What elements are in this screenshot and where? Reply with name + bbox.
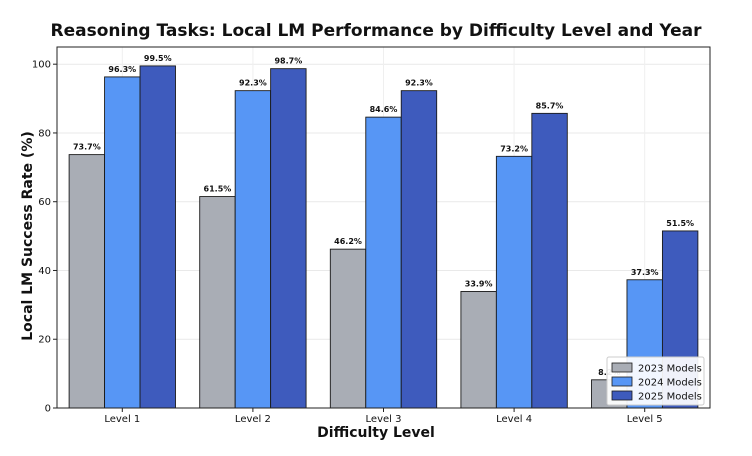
data-label: 46.2% [334,237,362,246]
bar [495,155,533,409]
bar [139,65,176,409]
y-tick-label: 0 [45,404,51,415]
data-label: 98.7% [274,57,302,66]
legend-entry: 2023 Models [638,364,702,375]
x-tick-label: Level 5 [627,414,663,425]
bar [104,76,141,409]
y-axis-label: Local LM Success Rate (%) [20,131,36,340]
data-label: 84.6% [370,105,398,114]
data-label: 37.3% [631,268,659,277]
bar [460,290,497,409]
data-label: 99.5% [144,54,172,63]
bar [234,90,272,409]
bar [329,248,367,409]
data-label: 73.7% [73,143,101,152]
data-labels-group: 73.7%61.5%46.2%33.9%8.2%96.3%92.3%84.6%7… [73,54,694,377]
axes-group: 0 20 40 60 80 100 Level 1 Level 2 Level 3 Level 4… [32,60,663,425]
bar [68,154,106,409]
x-tick-label: Level 4 [496,414,532,425]
legend-swatch [611,362,633,373]
y-tick-label: 80 [38,128,51,139]
data-label: 92.3% [405,79,433,88]
data-label: 33.9% [465,279,493,288]
chart-title: Reasoning Tasks: Local LM Performance by… [51,21,703,41]
data-label: 92.3% [239,79,267,88]
bar [270,68,307,409]
y-tick-label: 40 [38,266,51,277]
legend-swatch [611,376,633,387]
data-label: 61.5% [204,185,232,194]
bar [365,116,402,409]
bar [531,112,568,409]
data-label: 73.2% [500,144,528,153]
x-tick-label: Level 2 [235,414,271,425]
legend-entry: 2025 Models [638,392,702,403]
data-label: 51.5% [666,219,694,228]
x-tick-label: Level 3 [366,414,402,425]
y-tick-label: 20 [38,335,51,346]
x-axis-label: Difficulty Level [317,425,435,441]
legend-swatch [611,390,633,401]
data-label: 85.7% [536,101,564,110]
legend-entry: 2024 Models [638,378,702,389]
bar [199,196,236,409]
y-tick-label: 60 [38,197,51,208]
legend: 2023 Models 2024 Models 2025 Models [606,356,705,406]
data-label: 96.3% [108,65,136,74]
bar [400,90,438,409]
x-tick-label: Level 1 [104,414,140,425]
y-tick-label: 100 [32,60,51,71]
bars-group [68,65,699,409]
